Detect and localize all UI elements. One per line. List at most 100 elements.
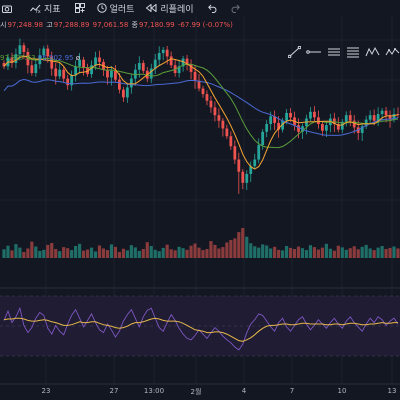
layout-button[interactable] [74,3,85,13]
high-value: 97,288.89 [53,21,90,29]
replay-button[interactable]: 리플레이 [146,2,194,15]
candle-body [94,57,97,66]
candle-body [26,51,30,66]
candle-body [62,69,66,79]
volume-bar [368,248,372,258]
volume-bar [10,250,14,258]
volume-bar [241,228,245,258]
alert-button[interactable]: 얼러트 [96,2,134,15]
volume-bar [197,247,201,258]
candle-body [392,114,396,120]
volume-bar [81,250,86,258]
parallel-lines-icon[interactable] [327,46,341,58]
candle-body [380,110,384,115]
time-axis-label: 13:00 [143,387,165,395]
volume-bar [245,236,249,258]
volume-bar [46,244,50,258]
replay-icon [146,4,157,12]
volume-bar [296,246,301,258]
candle-body [245,173,249,183]
candle-body [348,115,352,121]
candle-body [396,114,400,115]
time-axis-label: 7 [289,387,295,395]
volume-bar [113,246,118,258]
candle-body [114,70,117,80]
volume-bar [161,247,165,258]
volume-bar [213,244,217,258]
volume-bar [237,232,241,258]
volume-bar [221,247,225,258]
indicators-label: 지표 [44,4,61,15]
grid-layout-icon [74,3,85,13]
volume-bar [50,243,54,258]
candle-body [273,116,277,123]
elliott-wave-icon[interactable] [385,46,400,58]
candle-body [313,111,316,118]
candle-body [125,87,129,98]
volume-bar [356,249,360,258]
volume-bar [360,246,364,258]
volume-bar [22,252,26,258]
candle-body [185,58,189,65]
indicators-button[interactable]: fx 지표 [30,2,61,15]
volume-bar [277,249,281,258]
ma-fast-line [3,55,399,170]
undo-button[interactable] [207,4,218,13]
candle-body [221,120,225,129]
volume-bar [117,252,122,258]
volume-bar [261,244,265,258]
volume-bar [340,247,344,258]
candle-body [66,78,70,86]
candle-body [233,146,237,160]
time-axis-label: 10 [337,387,347,395]
volume-bar [229,240,233,258]
candle-body [169,56,173,66]
time-axis-label: 13 [387,387,397,395]
volume-bar [149,246,153,258]
low-value: 97,061.58 [92,21,129,29]
candle-body [372,115,376,121]
volume-bar [26,248,30,258]
volume-bar [85,249,90,258]
candle-body [317,117,320,125]
candle-body [22,45,26,52]
volume-bar [177,246,181,258]
camera-button[interactable] [2,4,12,13]
volume-bar [185,249,189,258]
change-value: -67.99 (-0.07%) [177,21,233,29]
volume-bar [89,247,94,258]
volume-bar [388,247,392,258]
volume-bar [316,249,321,258]
candle-body [209,100,213,108]
redo-button[interactable] [230,4,240,13]
candle-body [297,125,300,132]
candle-body [281,120,284,130]
volume-bar [70,250,74,258]
volume-bar [372,250,376,258]
candle-body [129,78,133,88]
visibility-eye-icon[interactable]: ø [75,54,81,62]
candle-body [384,110,388,116]
pattern-icon[interactable] [365,46,380,58]
volume-bar [217,248,221,258]
volume-bar [141,249,145,258]
candle-body [50,56,54,69]
horizontal-ray-icon[interactable] [306,46,322,58]
candle-body [344,115,348,122]
fib-retracement-icon[interactable] [346,46,360,58]
candle-body [153,59,157,69]
candle-body [324,125,328,131]
candle-body [388,115,392,120]
candle-body [269,116,273,125]
open-label: 시 [0,21,7,29]
time-axis-label: 4 [241,387,247,395]
candle-body [121,89,125,98]
volume-bar [312,247,317,258]
volume-bar [42,249,46,258]
volume-bar [189,245,193,258]
candle-body [74,66,78,76]
candle-body [30,65,34,74]
trend-line-icon[interactable] [288,46,301,58]
volume-bar [74,246,78,258]
